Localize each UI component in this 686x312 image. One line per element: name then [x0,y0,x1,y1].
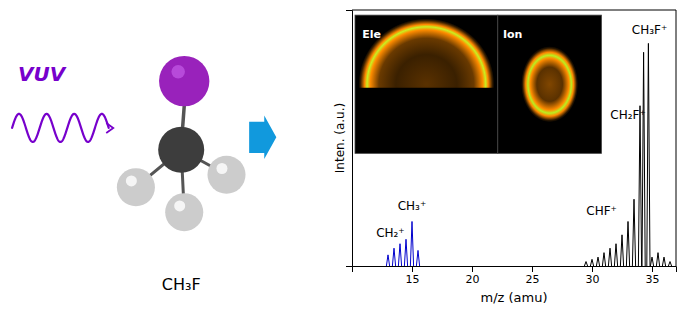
illustration-label: VUV [18,62,67,86]
peak [416,250,419,266]
x-tick: 35 [646,266,660,286]
inset: Ele [355,15,498,153]
x-tick-mark [532,266,533,272]
x-tick: 20 [466,266,480,286]
atom-fluorine [159,56,209,106]
peak [620,235,623,266]
x-tick-label: 15 [406,273,420,286]
inset-label: Ion [503,28,522,41]
x-tick-label: 20 [466,273,480,286]
inset-image [359,19,495,88]
peak [656,253,659,266]
inset: Ion [498,15,602,153]
atom-highlight [216,163,227,174]
atom-highlight [126,175,137,186]
peak [642,52,645,266]
x-tick-label: 35 [646,273,660,286]
atom-highlight [171,65,185,79]
peak [386,255,389,266]
peak [662,257,665,266]
inset-label: Ele [362,28,381,41]
y-axis-title: Inten. (a.u.) [333,103,347,173]
atom-hydrogen [207,156,245,194]
x-axis-title: m/z (amu) [480,290,547,305]
frame-top [352,10,676,11]
x-axis: 15 20 25 30 35 [353,266,677,286]
peak [608,248,611,266]
inset-background [498,15,602,153]
wave-arrow [106,123,113,133]
annotation: CH₂F⁺ [610,108,645,122]
block-arrow [249,115,276,159]
illustration: VUV CH₃F [12,56,276,294]
x-tick: 15 [406,266,420,286]
x-tick-mark [652,266,653,272]
peak [584,262,587,266]
peak [404,239,407,266]
peak [596,257,599,266]
chart: VUV CH₃F 15 20 25 30 35 m/z (amu) Inten. (a.u.) E… [0,0,686,312]
peak [632,199,635,266]
peak [392,248,395,266]
atom-highlight [174,200,185,211]
annotation: CH₃⁺ [398,199,427,213]
peak [638,106,641,266]
peak [626,221,629,266]
x-tick-mark [592,266,593,272]
peak [614,244,617,266]
peak [410,221,413,266]
annotation: CHF⁺ [586,204,617,218]
peak [650,257,653,266]
frame-right [676,10,677,266]
illustration-label: CH₃F [162,275,201,294]
x-tick: 25 [526,266,540,286]
x-tick-mark [412,266,413,272]
x-tick-mark [472,266,473,272]
annotation: CH₃F⁺ [632,23,667,37]
inset-background [355,15,498,153]
x-tick-label: 25 [526,273,540,286]
peak [668,262,671,266]
annotations: CH₃⁺ CH₂⁺ CHF⁺ CH₂F⁺ CH₃F⁺ [376,23,667,240]
peak [398,244,401,266]
atom-hydrogen [165,193,203,231]
atom-carbon [158,127,204,173]
annotation: CH₂⁺ [376,226,405,240]
x-tick: 30 [586,266,600,286]
peak [647,43,650,266]
bond [183,106,185,126]
wave [12,114,109,142]
peak [590,259,593,266]
inset-image [521,46,578,122]
atom-hydrogen [117,168,155,206]
peak [602,253,605,266]
x-tick-label: 30 [586,273,600,286]
x-axis-line [353,267,677,273]
